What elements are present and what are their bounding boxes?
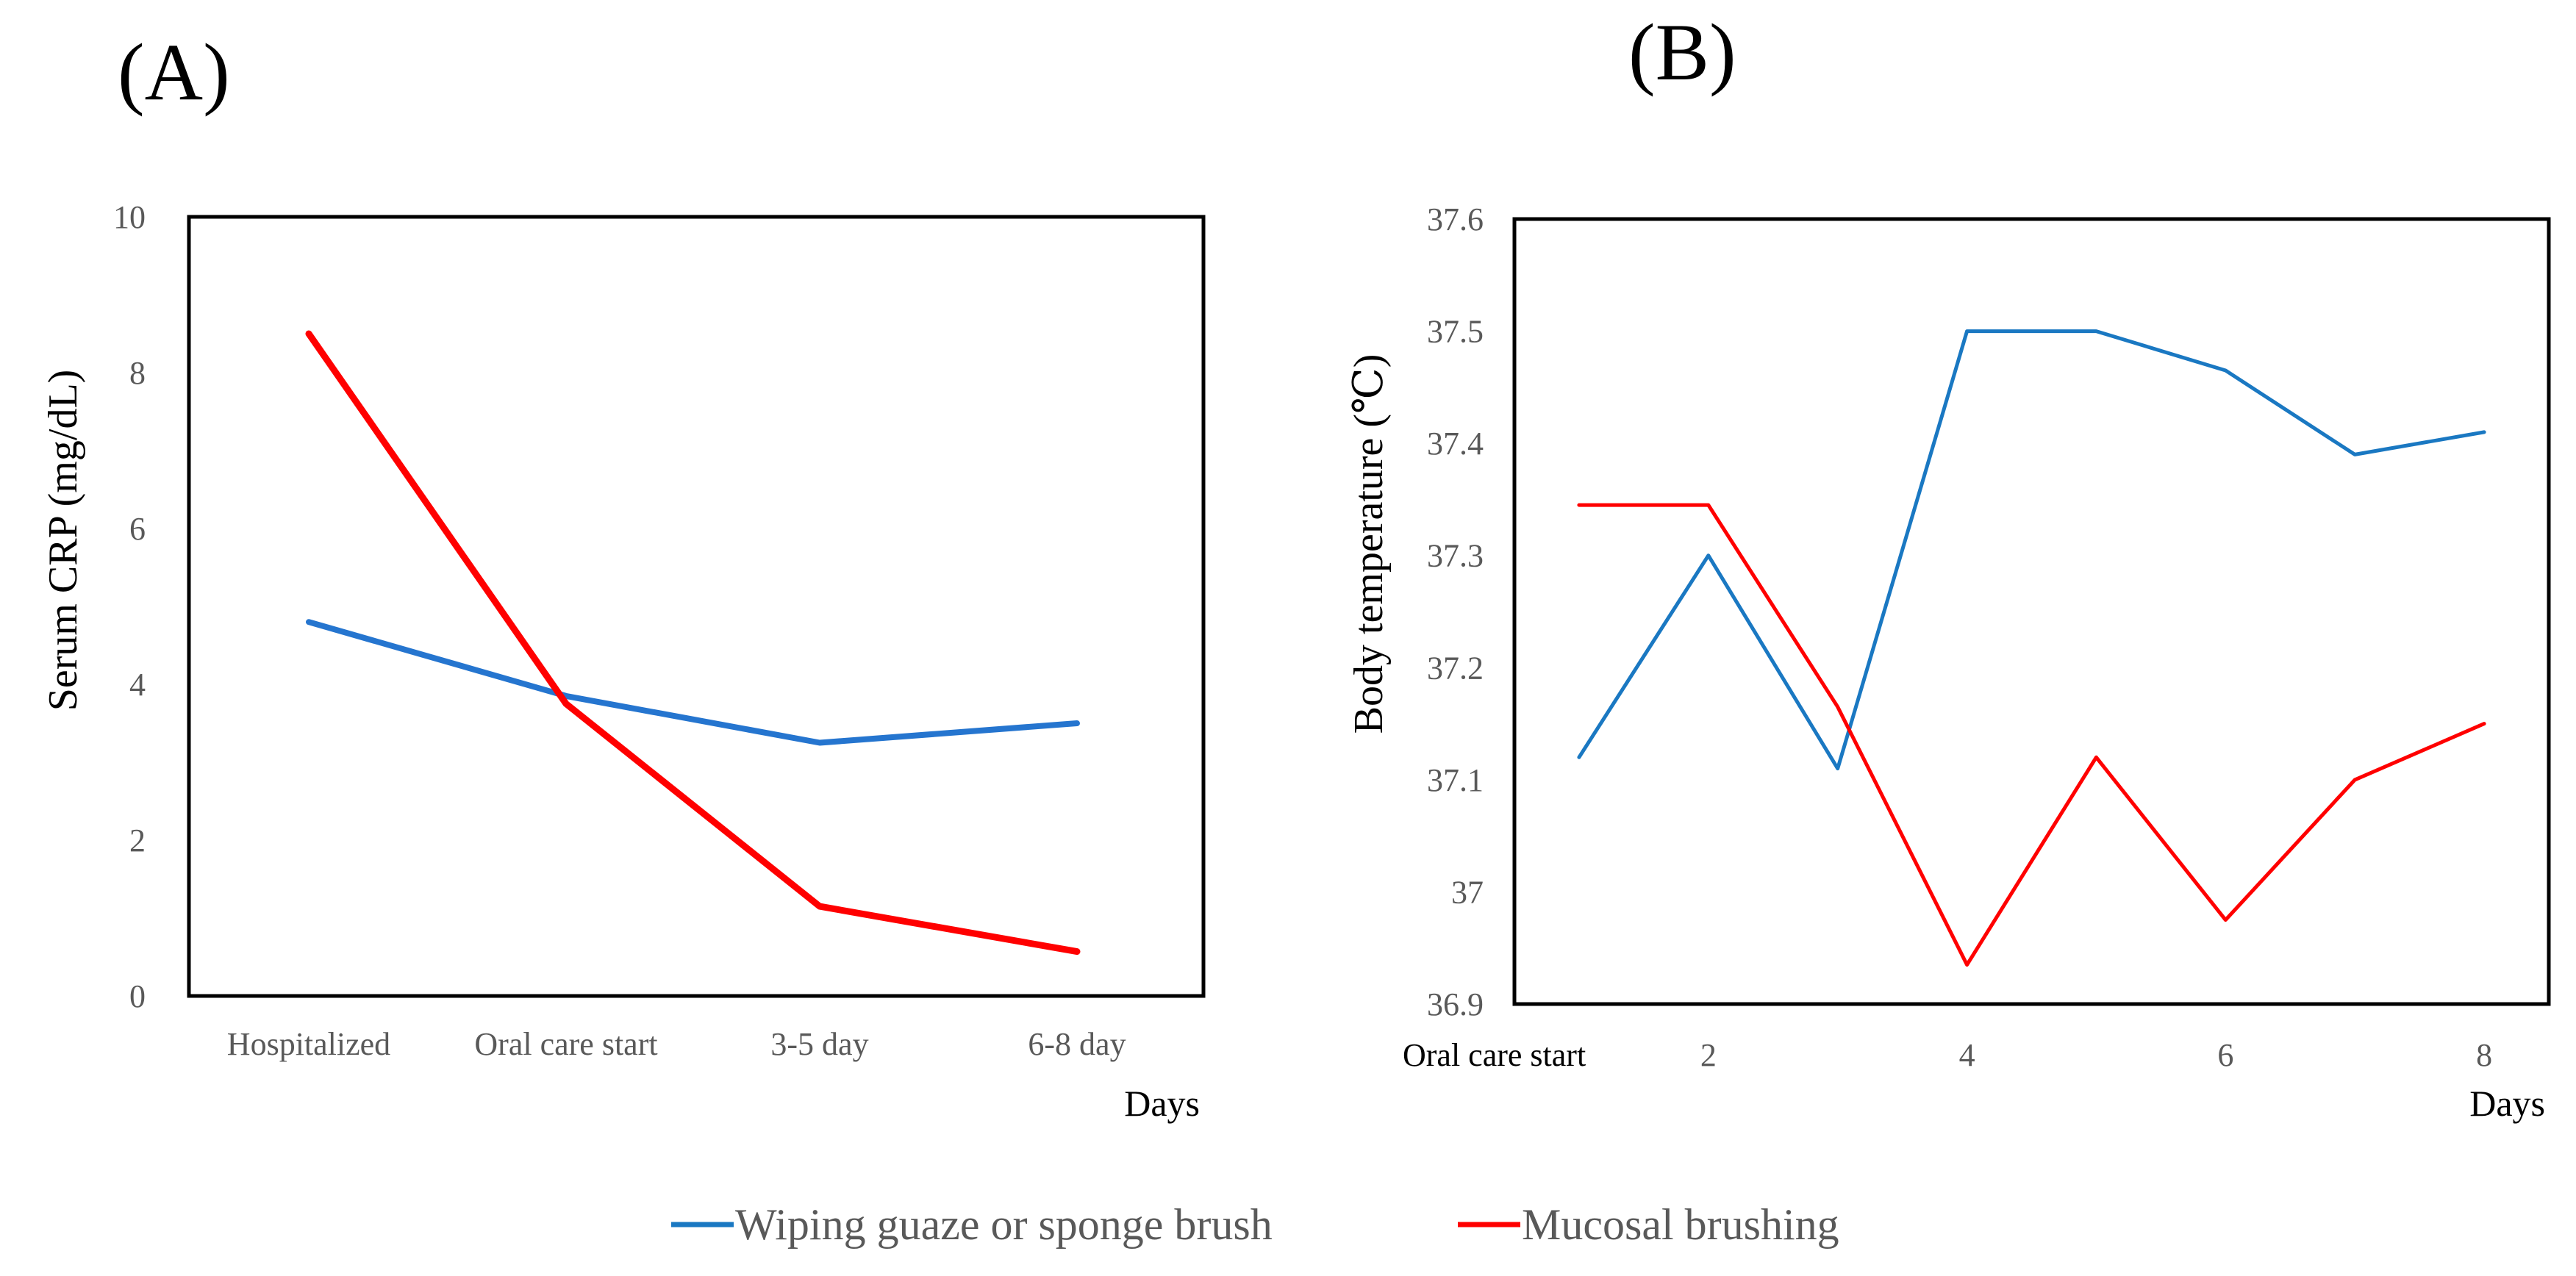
panel-a-y-tick-label: 6: [129, 511, 146, 547]
panel-b-y-tick-label: 37.4: [1427, 426, 1484, 462]
panel-a-y-tick-label: 0: [129, 978, 146, 1014]
panel-b-x-tick-label: 2: [1700, 1037, 1717, 1073]
panel-a-x-tick-labels: Hospitalized Oral care start 3-5 day 6-8 da…: [227, 1026, 1126, 1062]
panel-a-x-axis-title: Days: [1124, 1083, 1200, 1124]
legend-label-mucosal: Mucosal brushing: [1522, 1200, 1839, 1249]
panel-a-x-tick-label: Oral care start: [474, 1026, 657, 1062]
panel-b-y-tick-labels: 36.9 37 37.1 37.2 37.3 37.4 37.5 37.6: [1427, 201, 1484, 1022]
panel-b-plot-frame: [1512, 217, 2551, 1006]
panel-a-y-tick-label: 10: [113, 199, 146, 235]
panel-a-crp-chart: (A) 0 2 4 6 8 10 Hospitalized Oral care start 3…: [40, 27, 1206, 1124]
legend-label-wiping: Wiping guaze or sponge brush: [735, 1200, 1273, 1249]
panel-a-x-tick-label: 3-5 day: [770, 1026, 868, 1062]
panel-a-x-tick-label: Hospitalized: [227, 1026, 390, 1062]
panel-b-y-tick-label: 36.9: [1427, 986, 1484, 1022]
panel-a-y-tick-label: 2: [129, 822, 146, 859]
panel-b-y-tick-label: 37.2: [1427, 650, 1484, 686]
panel-b-y-tick-label: 37.5: [1427, 314, 1484, 350]
panel-b-y-tick-label: 37: [1451, 874, 1484, 910]
panel-a-y-axis-title: Serum CRP (mg/dL): [40, 370, 86, 712]
panel-b-label: (B): [1628, 7, 1736, 97]
panel-a-series-mucosal-line: [305, 330, 1081, 956]
panel-b-x-tick-label: 6: [2217, 1037, 2233, 1073]
panel-b-y-tick-label: 37.3: [1427, 538, 1484, 574]
panel-a-plot-frame: [187, 215, 1206, 998]
panel-b-x-tick-labels: Oral care start 2 4 6 8: [1403, 1037, 2492, 1073]
panel-b-x-tick-label: 8: [2476, 1037, 2492, 1073]
panel-a-series-wiping-line: [306, 619, 1080, 746]
panel-b-series-mucosal-line: [1577, 503, 2486, 967]
panel-a-x-tick-label: 6-8 day: [1028, 1026, 1126, 1062]
panel-a-label: (A): [118, 27, 230, 117]
panel-b-x-axis-title: Days: [2469, 1083, 2545, 1124]
panel-b-temperature-chart: (B) 36.9 37 37.1 37.2 37.3 37.4 37.5 37.6 Oral …: [1346, 7, 2551, 1124]
panel-b-x-tick-label: Oral care start: [1403, 1037, 1586, 1073]
panel-b-y-axis-title: Body temperature (℃): [1346, 354, 1392, 734]
legend: Wiping guaze or sponge brush Mucosal bru…: [671, 1200, 1839, 1249]
panel-b-y-tick-label: 37.1: [1427, 762, 1484, 798]
panel-b-series-lines: [1577, 329, 2486, 967]
panel-b-x-tick-label: 4: [1959, 1037, 1975, 1073]
panel-b-y-tick-label: 37.6: [1427, 201, 1484, 237]
panel-a-y-tick-label: 8: [129, 355, 146, 391]
panel-a-series-lines: [305, 330, 1081, 956]
panel-a-y-tick-label: 4: [129, 667, 146, 703]
panel-b-series-wiping-line: [1577, 329, 2486, 771]
panel-a-y-tick-labels: 0 2 4 6 8 10: [113, 199, 146, 1014]
